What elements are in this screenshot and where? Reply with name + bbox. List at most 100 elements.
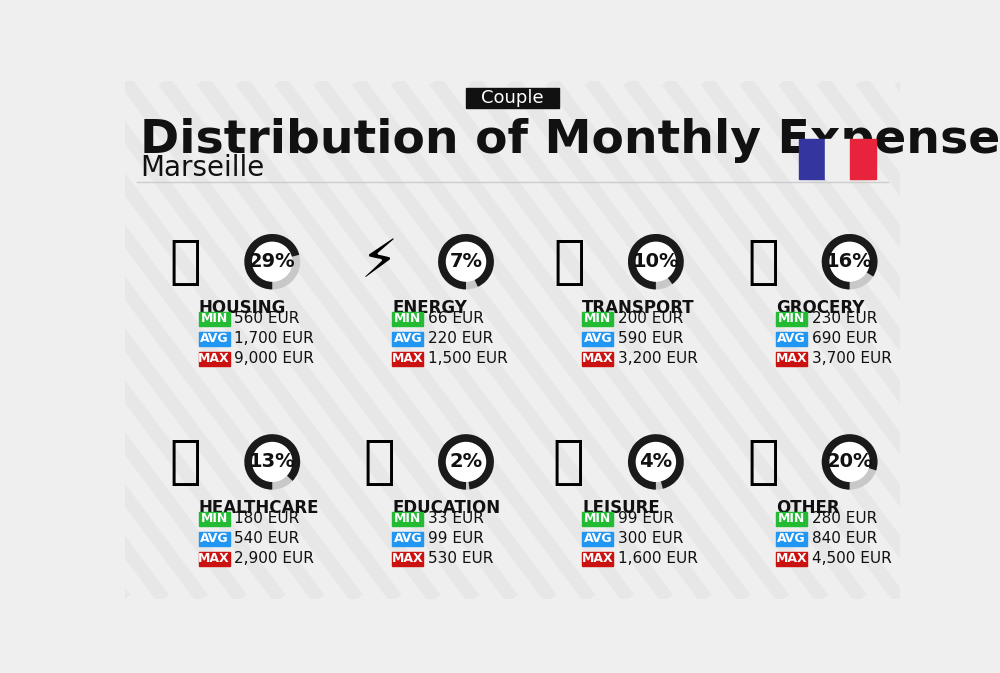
Text: OTHER: OTHER	[776, 499, 840, 517]
FancyBboxPatch shape	[776, 352, 807, 365]
Text: 33 EUR: 33 EUR	[428, 511, 484, 526]
Circle shape	[830, 443, 869, 481]
Text: Marseille: Marseille	[140, 154, 265, 182]
Text: 🛒: 🛒	[747, 236, 779, 288]
FancyBboxPatch shape	[776, 532, 807, 546]
Text: ⚡: ⚡	[361, 236, 398, 288]
Text: 1,600 EUR: 1,600 EUR	[618, 551, 698, 567]
Text: 2,900 EUR: 2,900 EUR	[234, 551, 314, 567]
Text: Couple: Couple	[481, 90, 544, 108]
Text: AVG: AVG	[777, 332, 806, 345]
Text: 20%: 20%	[826, 452, 873, 471]
FancyBboxPatch shape	[199, 332, 230, 346]
FancyBboxPatch shape	[199, 512, 230, 526]
FancyBboxPatch shape	[392, 332, 423, 346]
Text: 200 EUR: 200 EUR	[618, 311, 683, 326]
Text: 560 EUR: 560 EUR	[234, 311, 300, 326]
Text: GROCERY: GROCERY	[776, 299, 864, 317]
Text: AVG: AVG	[394, 332, 422, 345]
Text: 10%: 10%	[633, 252, 679, 271]
Text: TRANSPORT: TRANSPORT	[582, 299, 695, 317]
Wedge shape	[438, 434, 494, 490]
Text: 13%: 13%	[249, 452, 296, 471]
Circle shape	[446, 242, 486, 281]
Text: AVG: AVG	[394, 532, 422, 545]
Text: MIN: MIN	[200, 512, 228, 526]
Circle shape	[636, 443, 675, 481]
Circle shape	[253, 443, 292, 481]
Text: HEALTHCARE: HEALTHCARE	[199, 499, 319, 517]
Text: MIN: MIN	[200, 312, 228, 325]
Text: MAX: MAX	[582, 553, 614, 565]
Text: MAX: MAX	[198, 553, 230, 565]
Text: 🏢: 🏢	[170, 236, 201, 288]
Bar	[850, 139, 876, 178]
FancyBboxPatch shape	[582, 312, 613, 326]
Text: 3,200 EUR: 3,200 EUR	[618, 351, 698, 366]
Text: 4%: 4%	[639, 452, 672, 471]
Wedge shape	[628, 234, 684, 289]
Text: 230 EUR: 230 EUR	[812, 311, 877, 326]
FancyBboxPatch shape	[392, 312, 423, 326]
Text: 2%: 2%	[449, 452, 483, 471]
Text: MAX: MAX	[582, 352, 614, 365]
Text: ENERGY: ENERGY	[392, 299, 467, 317]
Text: 530 EUR: 530 EUR	[428, 551, 493, 567]
Wedge shape	[438, 234, 494, 289]
FancyBboxPatch shape	[392, 352, 423, 365]
Text: MAX: MAX	[392, 352, 424, 365]
FancyBboxPatch shape	[776, 552, 807, 566]
Text: EDUCATION: EDUCATION	[392, 499, 501, 517]
Text: 99 EUR: 99 EUR	[428, 532, 484, 546]
Text: 840 EUR: 840 EUR	[812, 532, 877, 546]
Text: AVG: AVG	[777, 532, 806, 545]
Text: Distribution of Monthly Expenses: Distribution of Monthly Expenses	[140, 118, 1000, 163]
Bar	[799, 139, 825, 178]
Text: 29%: 29%	[249, 252, 296, 271]
Text: 300 EUR: 300 EUR	[618, 532, 683, 546]
Wedge shape	[244, 234, 300, 289]
FancyBboxPatch shape	[392, 552, 423, 566]
Text: 9,000 EUR: 9,000 EUR	[234, 351, 314, 366]
Text: MIN: MIN	[778, 512, 805, 526]
Circle shape	[636, 242, 675, 281]
FancyBboxPatch shape	[199, 532, 230, 546]
Wedge shape	[438, 234, 494, 289]
Text: 🎓: 🎓	[363, 436, 395, 488]
Text: AVG: AVG	[200, 532, 228, 545]
FancyBboxPatch shape	[776, 332, 807, 346]
Text: 👜: 👜	[747, 436, 779, 488]
Wedge shape	[628, 234, 684, 289]
Circle shape	[253, 242, 292, 281]
FancyBboxPatch shape	[582, 532, 613, 546]
Text: 4,500 EUR: 4,500 EUR	[812, 551, 891, 567]
Text: MIN: MIN	[584, 512, 611, 526]
FancyBboxPatch shape	[582, 352, 613, 365]
Text: 99 EUR: 99 EUR	[618, 511, 674, 526]
FancyBboxPatch shape	[776, 312, 807, 326]
Text: AVG: AVG	[583, 532, 612, 545]
Wedge shape	[628, 434, 684, 490]
Text: MAX: MAX	[776, 553, 807, 565]
FancyBboxPatch shape	[392, 532, 423, 546]
Text: 1,500 EUR: 1,500 EUR	[428, 351, 508, 366]
Text: 🫀: 🫀	[170, 436, 201, 488]
Text: MIN: MIN	[584, 312, 611, 325]
Wedge shape	[244, 234, 299, 289]
Text: 220 EUR: 220 EUR	[428, 331, 493, 346]
Circle shape	[446, 443, 486, 481]
FancyBboxPatch shape	[776, 512, 807, 526]
Circle shape	[830, 242, 869, 281]
FancyBboxPatch shape	[199, 312, 230, 326]
Text: 16%: 16%	[826, 252, 873, 271]
Bar	[825, 139, 850, 178]
Wedge shape	[244, 434, 300, 490]
Text: 690 EUR: 690 EUR	[812, 331, 877, 346]
Text: MAX: MAX	[392, 553, 424, 565]
Text: 7%: 7%	[450, 252, 482, 271]
FancyBboxPatch shape	[199, 552, 230, 566]
Text: 180 EUR: 180 EUR	[234, 511, 300, 526]
Wedge shape	[822, 434, 878, 490]
FancyBboxPatch shape	[466, 88, 559, 108]
FancyBboxPatch shape	[392, 512, 423, 526]
